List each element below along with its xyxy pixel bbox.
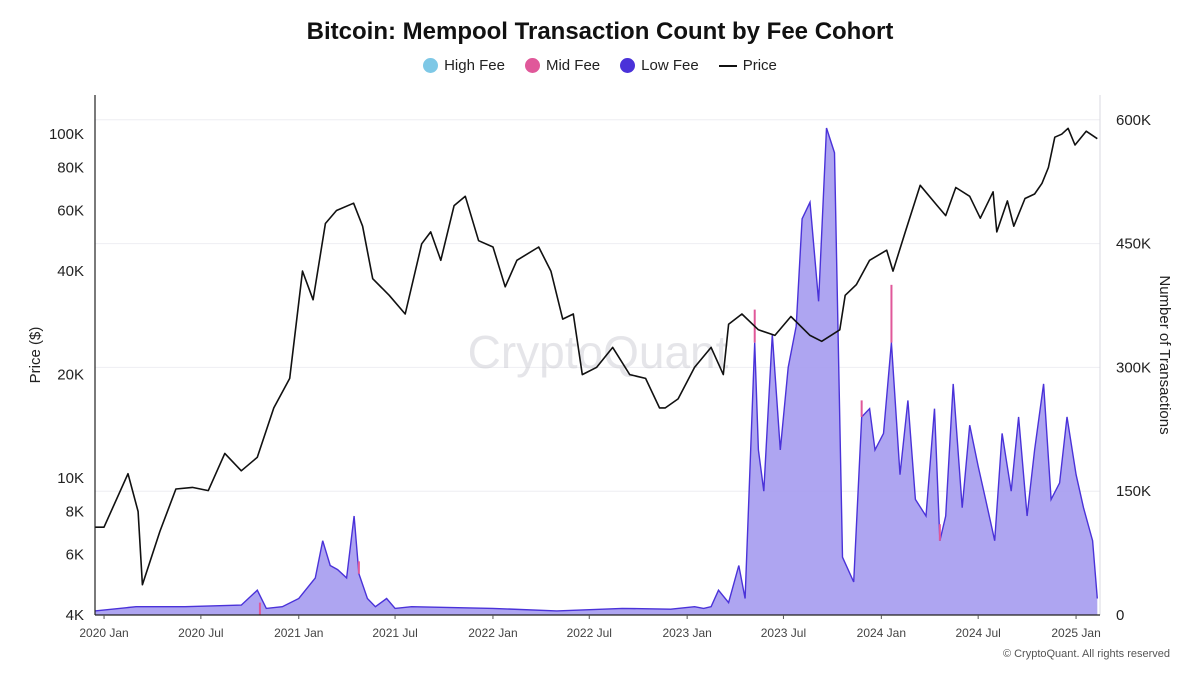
x-tick-label: 2023 Jan [662,626,711,640]
x-tick-label: 2020 Jul [178,626,223,640]
left-tick-label: 6K [66,546,84,563]
x-tick-label: 2024 Jul [955,626,1000,640]
legend-item-price[interactable]: Price [718,57,777,74]
left-tick-label: 100K [49,126,84,143]
price-line [95,127,1098,586]
legend-item-mid-fee[interactable]: Mid Fee [524,57,601,74]
right-tick-label: 300K [1116,359,1151,376]
right-tick-label: 150K [1116,483,1151,500]
x-tick-label: 2023 Jul [761,626,806,640]
legend-item-high-fee[interactable]: High Fee [423,57,505,74]
right-tick-label: 600K [1116,112,1151,129]
tick-labels: 0 150K 300K 450K 600K 4K 6K 8K 10K 20K 40K 60K 80K 10… [49,112,1151,640]
copyright-footer: © CryptoQuant. All rights reserved [1002,648,1170,660]
right-axis-label: Number of Transactions [1156,275,1173,434]
legend-swatch-high-fee [423,58,439,73]
watermark: CryptoQuant [468,326,729,378]
low-fee-area [95,128,1098,615]
left-tick-label: 4K [66,607,84,624]
right-tick-label: 450K [1116,236,1151,253]
axes [94,95,1101,616]
x-tick-label: 2020 Jan [79,626,128,640]
left-axis-label: Price ($) [27,327,44,384]
legend-swatch-mid-fee [524,58,540,73]
legend-label-price: Price [742,57,777,74]
chart-legend: High Fee Mid Fee Low Fee Price [0,57,1200,74]
left-tick-label: 40K [57,263,84,280]
left-tick-label: 20K [57,367,84,384]
left-tick-label: 10K [57,470,84,487]
price-series [95,127,1098,586]
legend-label-high-fee: High Fee [444,57,505,74]
legend-item-low-fee[interactable]: Low Fee [620,57,699,74]
legend-swatch-price [718,64,737,67]
legend-swatch-low-fee [620,58,636,73]
x-tick-label: 2025 Jan [1051,626,1100,640]
chart-title: Bitcoin: Mempool Transaction Count by Fe… [306,18,894,45]
legend-label-low-fee: Low Fee [641,57,699,74]
left-tick-label: 8K [66,503,84,520]
x-tick-label: 2022 Jan [468,626,517,640]
low-fee-line [94,127,1098,612]
grid-lines [95,119,1100,492]
x-tick-label: 2022 Jul [567,626,612,640]
x-tick-label: 2021 Jan [274,626,323,640]
right-tick-label: 0 [1116,607,1124,624]
left-tick-label: 80K [57,160,84,177]
left-tick-label: 60K [57,202,84,219]
x-tick-label: 2021 Jul [372,626,417,640]
legend-label-mid-fee: Mid Fee [545,57,601,74]
x-tick-label: 2024 Jan [857,626,906,640]
